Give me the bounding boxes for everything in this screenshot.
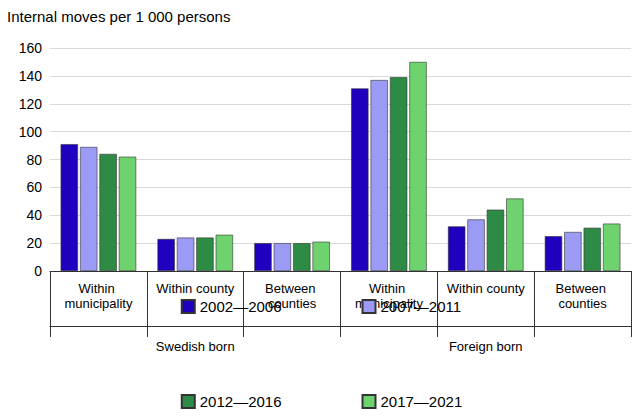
svg-text:Within: Within: [79, 281, 119, 296]
svg-text:Within county: Within county: [447, 281, 526, 296]
svg-text:2012—2016: 2012—2016: [200, 393, 282, 410]
svg-text:counties: counties: [267, 296, 317, 311]
svg-text:2017—2021: 2017—2021: [381, 393, 463, 410]
svg-text:Swedish born: Swedish born: [156, 339, 235, 354]
svg-text:municipality: municipality: [64, 296, 132, 311]
svg-text:40: 40: [26, 207, 42, 223]
svg-text:100: 100: [19, 124, 43, 140]
svg-text:2007—2011: 2007—2011: [381, 298, 462, 315]
svg-text:80: 80: [26, 152, 42, 168]
svg-text:160: 160: [19, 40, 43, 56]
svg-text:0: 0: [34, 263, 42, 279]
svg-text:counties: counties: [558, 296, 607, 311]
svg-text:Between: Between: [265, 281, 319, 296]
svg-text:Within county: Within county: [156, 281, 235, 296]
svg-text:Within: Within: [369, 281, 409, 296]
svg-text:60: 60: [26, 179, 42, 195]
svg-text:20: 20: [26, 235, 42, 251]
svg-text:Between: Between: [555, 281, 609, 296]
svg-text:120: 120: [19, 96, 43, 112]
svg-text:140: 140: [19, 68, 43, 84]
svg-text:2002—2006: 2002—2006: [200, 298, 282, 315]
svg-text:Internal moves per 1 000 perso: Internal moves per 1 000 persons: [7, 8, 230, 25]
svg-text:Foreign born: Foreign born: [449, 339, 523, 354]
